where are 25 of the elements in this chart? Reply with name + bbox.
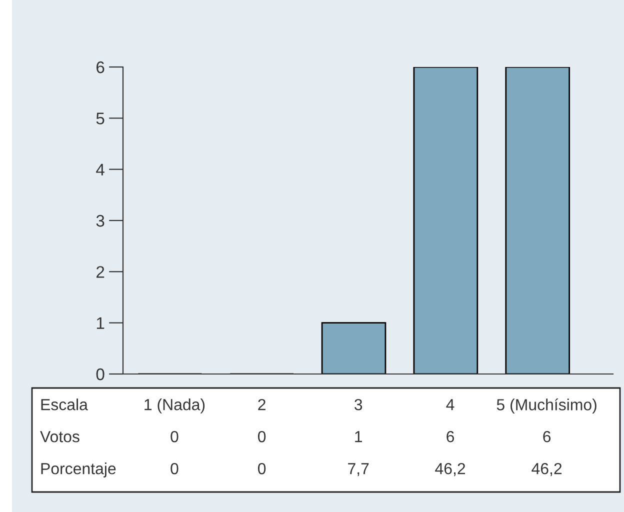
y-tick-label: 2 — [96, 266, 104, 278]
text: Escala — [41, 398, 88, 410]
text: Votos — [40, 431, 80, 442]
y-tick-label: 4 — [96, 164, 104, 176]
text: Porcentaje — [41, 462, 116, 478]
y-tick-label: 3 — [96, 214, 104, 227]
text: 46,2 — [435, 462, 466, 476]
y-tick-label: 6 — [96, 61, 104, 74]
y-tick-label: 5 — [96, 112, 104, 124]
x-tick-label: 5 (Muchísimo) — [496, 398, 596, 414]
x-tick-label: 2 — [258, 398, 266, 410]
data-label: 1 — [355, 431, 362, 442]
text: 0 — [170, 462, 178, 474]
text: 7,7 — [348, 463, 369, 476]
y-tick-label: 0 — [96, 368, 104, 380]
text: 0 — [258, 462, 266, 474]
data-label: 0 — [258, 430, 266, 442]
data-label: 0 — [170, 430, 178, 442]
text: 46,2 — [532, 462, 562, 476]
x-tick-label: 3 — [354, 398, 362, 410]
data-label: 6 — [543, 430, 551, 442]
x-tick-label: 4 — [446, 399, 454, 410]
data-label: 6 — [446, 430, 454, 442]
y-tick-label: 1 — [96, 317, 104, 329]
x-tick-label: 1 (Nada) — [144, 398, 205, 414]
